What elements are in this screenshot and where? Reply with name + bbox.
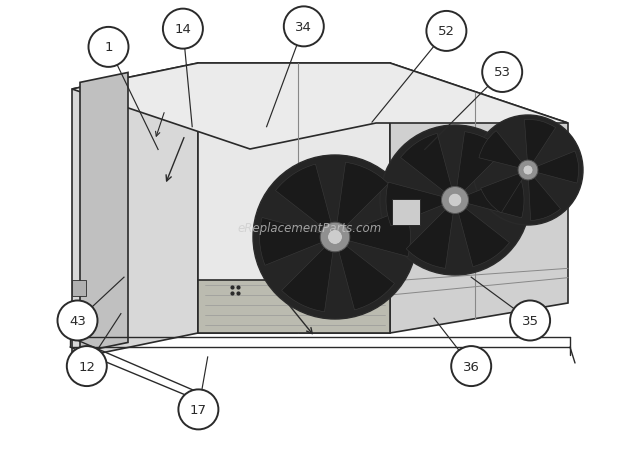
Wedge shape	[275, 165, 335, 238]
Wedge shape	[528, 171, 560, 221]
Circle shape	[441, 187, 469, 214]
Text: 36: 36	[463, 360, 480, 373]
Circle shape	[67, 346, 107, 386]
Text: 12: 12	[78, 360, 95, 373]
Text: 1: 1	[104, 41, 113, 54]
Text: 17: 17	[190, 403, 207, 416]
Text: 43: 43	[69, 314, 86, 327]
Wedge shape	[386, 183, 455, 226]
Polygon shape	[390, 64, 568, 333]
Wedge shape	[406, 201, 455, 269]
Wedge shape	[479, 131, 528, 171]
Wedge shape	[455, 175, 524, 218]
Wedge shape	[335, 238, 394, 310]
FancyBboxPatch shape	[72, 280, 86, 296]
Circle shape	[380, 126, 530, 275]
Text: 34: 34	[295, 21, 312, 34]
Bar	[315, 188, 337, 211]
Text: 52: 52	[438, 25, 455, 38]
Circle shape	[163, 10, 203, 50]
Circle shape	[89, 28, 128, 68]
Wedge shape	[281, 238, 335, 312]
Wedge shape	[528, 152, 578, 184]
Polygon shape	[80, 73, 128, 353]
Circle shape	[451, 346, 491, 386]
Polygon shape	[72, 64, 198, 359]
Circle shape	[427, 12, 466, 52]
Polygon shape	[198, 280, 390, 333]
Circle shape	[448, 194, 462, 207]
Wedge shape	[335, 209, 410, 257]
Circle shape	[473, 116, 583, 226]
Text: eReplacementParts.com: eReplacementParts.com	[238, 221, 382, 234]
Circle shape	[179, 389, 218, 430]
Wedge shape	[260, 218, 335, 266]
Circle shape	[284, 7, 324, 47]
Circle shape	[58, 301, 97, 341]
Circle shape	[253, 156, 417, 319]
Circle shape	[482, 53, 522, 93]
Circle shape	[518, 161, 538, 181]
Wedge shape	[525, 120, 556, 171]
Text: 35: 35	[521, 314, 539, 327]
Wedge shape	[401, 134, 455, 201]
Text: 14: 14	[174, 23, 192, 36]
Circle shape	[321, 223, 350, 252]
Text: 53: 53	[494, 66, 511, 79]
Polygon shape	[198, 64, 390, 333]
Circle shape	[327, 230, 342, 245]
Wedge shape	[455, 201, 510, 267]
Circle shape	[523, 166, 533, 176]
Wedge shape	[480, 171, 528, 213]
Circle shape	[510, 301, 550, 341]
Polygon shape	[72, 64, 568, 150]
Bar	[392, 200, 420, 226]
Wedge shape	[335, 163, 388, 238]
Wedge shape	[455, 132, 504, 201]
